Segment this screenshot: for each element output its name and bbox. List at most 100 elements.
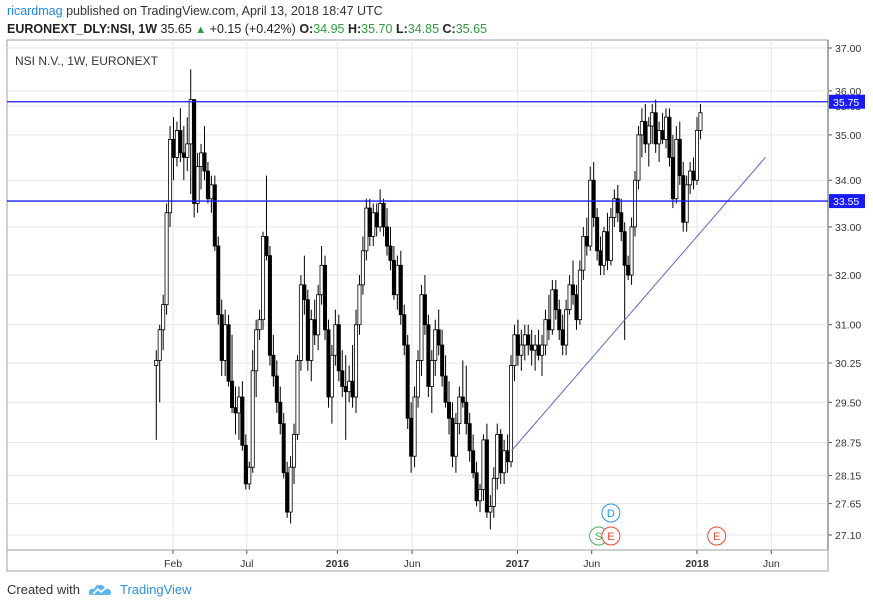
candle-body bbox=[519, 344, 524, 356]
candle-body bbox=[509, 365, 514, 463]
candle-body bbox=[405, 344, 410, 419]
candle bbox=[226, 314, 231, 387]
candle-body bbox=[522, 334, 527, 346]
quote-line: EURONEXT_DLY:NSI, 1W 35.65 ▲ +0.15 (+0.4… bbox=[7, 22, 487, 36]
candle-body bbox=[374, 212, 379, 228]
candle bbox=[316, 284, 321, 351]
candle-body bbox=[347, 380, 352, 393]
candle-body bbox=[488, 506, 493, 513]
candle bbox=[457, 386, 462, 435]
candle bbox=[447, 381, 452, 435]
candle-body bbox=[171, 138, 176, 158]
level-price-tag bbox=[829, 94, 865, 109]
candle-body bbox=[677, 138, 682, 177]
candle-body bbox=[181, 152, 186, 158]
candle bbox=[202, 125, 207, 181]
candle bbox=[168, 125, 173, 227]
tradingview-cloud-icon[interactable] bbox=[88, 583, 112, 597]
candle-body bbox=[395, 264, 400, 296]
candle-body bbox=[443, 375, 448, 403]
candle-body bbox=[615, 198, 620, 214]
candle-body bbox=[464, 401, 469, 425]
candle-body bbox=[650, 112, 655, 127]
candle-body bbox=[254, 329, 259, 372]
last-price: 35.65 bbox=[160, 22, 192, 36]
candle bbox=[295, 355, 300, 440]
candle-body bbox=[639, 121, 644, 136]
y-tick-label: 35.00 bbox=[835, 130, 861, 142]
candle bbox=[216, 236, 221, 325]
candle-body bbox=[591, 179, 596, 218]
price-change: +0.15 (+0.42%) bbox=[209, 22, 296, 36]
candle bbox=[484, 423, 489, 518]
candle bbox=[478, 483, 483, 513]
candle bbox=[161, 294, 166, 351]
candle-body bbox=[646, 125, 651, 145]
author-link[interactable]: ricardmag bbox=[7, 4, 63, 18]
candle-body bbox=[367, 207, 372, 237]
candle bbox=[564, 299, 569, 356]
event-marker bbox=[601, 503, 621, 523]
candle-body bbox=[178, 130, 183, 154]
tradingview-brand-link[interactable]: TradingView bbox=[119, 582, 192, 597]
candle bbox=[453, 412, 458, 473]
x-tick-label: 2018 bbox=[685, 558, 709, 570]
candle-body bbox=[319, 264, 324, 296]
candle-body bbox=[460, 396, 465, 403]
candle bbox=[540, 334, 545, 376]
candle bbox=[488, 495, 493, 530]
publish-line: ricardmag published on TradingView.com, … bbox=[7, 4, 383, 18]
candle bbox=[464, 365, 469, 435]
footer: Created with TradingView bbox=[7, 582, 192, 597]
plot-area bbox=[6, 39, 829, 551]
candle bbox=[474, 461, 479, 507]
candle-body bbox=[161, 304, 166, 331]
candle bbox=[581, 226, 586, 280]
candle-body bbox=[154, 360, 159, 367]
candle-body bbox=[354, 324, 359, 398]
candle-body bbox=[267, 255, 272, 356]
candle-body bbox=[498, 434, 503, 474]
candle bbox=[357, 275, 362, 335]
candle bbox=[491, 467, 496, 518]
candle-body bbox=[688, 170, 693, 186]
candle-body bbox=[426, 324, 431, 387]
candle bbox=[405, 334, 410, 430]
candle-body bbox=[560, 329, 565, 346]
candle bbox=[364, 198, 369, 261]
candle-body bbox=[557, 309, 562, 331]
candle-body bbox=[543, 319, 548, 346]
candle bbox=[192, 99, 197, 218]
close-label: C: bbox=[442, 22, 456, 36]
y-tick-label: 31.00 bbox=[835, 320, 861, 332]
time-axis-box bbox=[6, 549, 829, 572]
candle-body bbox=[619, 212, 624, 233]
candle bbox=[629, 217, 634, 285]
candle-body bbox=[436, 329, 441, 346]
candle-body bbox=[588, 179, 593, 247]
candle-body bbox=[433, 329, 438, 361]
candle-body bbox=[340, 370, 345, 387]
candle bbox=[288, 456, 293, 524]
candle-body bbox=[691, 170, 696, 181]
candle bbox=[274, 360, 279, 413]
candle-body bbox=[550, 289, 555, 331]
y-tick-label: 37.00 bbox=[835, 43, 861, 55]
candle-body bbox=[412, 396, 417, 457]
high-value: 35.70 bbox=[361, 22, 393, 36]
candle-body bbox=[271, 354, 276, 377]
candle bbox=[695, 117, 700, 185]
candle bbox=[185, 117, 190, 172]
candle-body bbox=[350, 380, 355, 398]
candle-body bbox=[205, 170, 210, 200]
candle-body bbox=[288, 466, 293, 513]
candle bbox=[247, 461, 252, 490]
candle-body bbox=[595, 217, 600, 252]
candle-body bbox=[674, 138, 679, 200]
candle bbox=[157, 324, 162, 403]
candle bbox=[243, 434, 248, 490]
candle bbox=[422, 275, 427, 335]
candle bbox=[250, 350, 255, 473]
candle-body bbox=[491, 477, 496, 507]
